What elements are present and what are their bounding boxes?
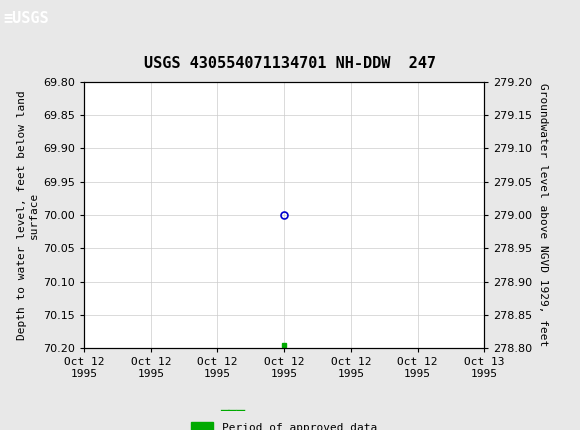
Y-axis label: Depth to water level, feet below land
surface: Depth to water level, feet below land su…	[17, 90, 39, 340]
Y-axis label: Groundwater level above NGVD 1929, feet: Groundwater level above NGVD 1929, feet	[538, 83, 548, 347]
Legend: Period of approved data: Period of approved data	[187, 418, 382, 430]
Text: USGS 430554071134701 NH-DDW  247: USGS 430554071134701 NH-DDW 247	[144, 56, 436, 71]
Text: ≡USGS: ≡USGS	[3, 11, 49, 26]
Text: ───: ───	[220, 404, 254, 418]
